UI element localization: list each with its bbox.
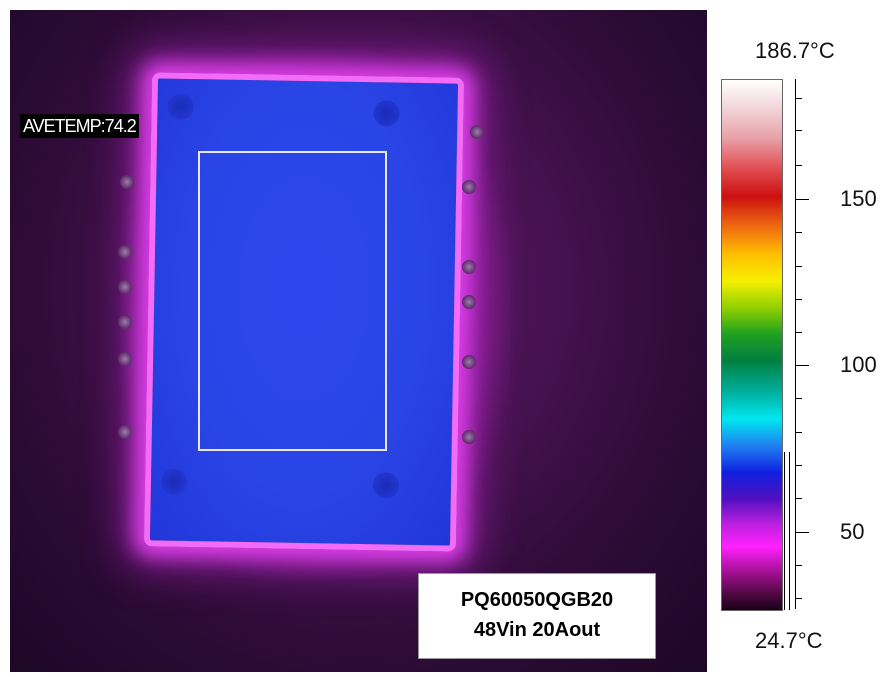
scale-min-label: 24.7°C — [755, 628, 823, 653]
mount-hole — [372, 472, 400, 499]
scale-tick — [795, 565, 802, 566]
scale-tick — [795, 532, 809, 533]
board-pad — [462, 355, 476, 369]
board-pad — [118, 315, 132, 329]
scale-tick — [795, 130, 802, 131]
mount-hole — [160, 468, 188, 495]
scale-tick — [795, 498, 802, 499]
scale-tick — [795, 598, 802, 599]
scale-tick — [795, 165, 802, 166]
scale-tick — [795, 266, 802, 267]
board-pad — [118, 352, 132, 366]
scale-max-label: 186.7°C — [755, 38, 835, 63]
measurement-roi-box — [198, 151, 387, 451]
scale-tick — [795, 398, 802, 399]
range-marker — [784, 452, 785, 610]
scale-tick — [795, 199, 809, 200]
mount-hole — [167, 93, 194, 121]
scale-tick-label: 150 — [840, 186, 877, 211]
board-pad — [462, 295, 476, 309]
temperature-colorbar — [721, 79, 783, 611]
board-pad — [470, 125, 484, 139]
board-pad — [118, 425, 132, 439]
board-pad — [462, 430, 476, 444]
caption-line-2: 48Vin 20Aout — [473, 619, 601, 641]
scale-tick — [795, 98, 802, 99]
caption-line-1: PQ60050QGB20 — [460, 589, 614, 611]
board-pad — [120, 175, 134, 189]
board-pad — [118, 245, 132, 259]
scale-tick — [795, 232, 802, 233]
average-temp-label: AVETEMP:74.2 — [20, 114, 139, 138]
scale-tick — [795, 299, 802, 300]
range-marker — [789, 452, 790, 610]
scale-tick — [795, 332, 802, 333]
board-pad — [462, 260, 476, 274]
board-pad — [462, 180, 476, 194]
board-pad — [118, 280, 132, 294]
scale-tick-label: 100 — [840, 352, 877, 377]
scale-tick-label: 50 — [840, 519, 865, 544]
scale-tick — [795, 465, 802, 466]
scale-axis — [795, 79, 796, 609]
scale-tick — [795, 432, 802, 433]
caption-box: PQ60050QGB20 48Vin 20Aout — [418, 573, 656, 659]
thermal-image — [10, 10, 707, 672]
scale-tick — [795, 365, 809, 366]
mount-hole — [373, 100, 400, 127]
